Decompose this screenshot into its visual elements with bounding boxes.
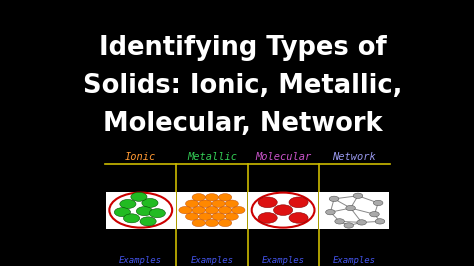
- Circle shape: [344, 223, 354, 228]
- Circle shape: [258, 197, 277, 208]
- Text: Examples: Examples: [191, 256, 233, 265]
- Text: Examples: Examples: [262, 256, 305, 265]
- Circle shape: [219, 194, 232, 201]
- Circle shape: [124, 214, 140, 223]
- Circle shape: [374, 200, 383, 206]
- Circle shape: [326, 210, 335, 215]
- Circle shape: [199, 200, 212, 207]
- Circle shape: [219, 219, 232, 227]
- Circle shape: [212, 213, 225, 220]
- Text: Molecular, Network: Molecular, Network: [103, 111, 383, 137]
- Circle shape: [357, 220, 366, 225]
- Text: Metallic: Metallic: [187, 152, 237, 162]
- Text: Examples: Examples: [119, 256, 162, 265]
- Bar: [248, 192, 318, 228]
- Circle shape: [273, 205, 292, 215]
- Text: Solids: Ionic, Metallic,: Solids: Ionic, Metallic,: [83, 73, 402, 99]
- Circle shape: [375, 219, 385, 224]
- Circle shape: [219, 206, 232, 214]
- Text: Examples: Examples: [333, 256, 376, 265]
- Bar: [319, 192, 389, 228]
- Circle shape: [199, 213, 212, 220]
- Circle shape: [185, 213, 199, 220]
- Circle shape: [346, 205, 356, 211]
- Circle shape: [205, 206, 219, 214]
- Circle shape: [205, 219, 219, 227]
- Circle shape: [329, 196, 339, 202]
- Circle shape: [192, 206, 205, 214]
- Circle shape: [114, 208, 130, 217]
- Circle shape: [335, 219, 344, 224]
- Circle shape: [142, 198, 158, 207]
- Circle shape: [192, 219, 205, 227]
- Bar: [177, 192, 247, 228]
- Circle shape: [289, 213, 308, 223]
- Circle shape: [225, 213, 238, 220]
- Bar: [106, 192, 176, 228]
- Circle shape: [205, 194, 219, 201]
- Circle shape: [225, 200, 238, 207]
- Circle shape: [131, 192, 147, 201]
- Circle shape: [179, 206, 192, 214]
- Circle shape: [258, 213, 277, 223]
- Circle shape: [370, 211, 379, 217]
- Text: Ionic: Ionic: [125, 152, 156, 162]
- Text: Network: Network: [332, 152, 376, 162]
- Text: Molecular: Molecular: [255, 152, 311, 162]
- Circle shape: [192, 194, 205, 201]
- Circle shape: [212, 200, 225, 207]
- Circle shape: [120, 200, 136, 209]
- Text: Identifying Types of: Identifying Types of: [99, 35, 387, 61]
- Circle shape: [289, 197, 308, 208]
- Circle shape: [140, 217, 156, 226]
- Circle shape: [353, 193, 363, 198]
- Circle shape: [149, 209, 165, 218]
- Circle shape: [232, 206, 245, 214]
- Circle shape: [185, 200, 199, 207]
- Circle shape: [137, 207, 153, 216]
